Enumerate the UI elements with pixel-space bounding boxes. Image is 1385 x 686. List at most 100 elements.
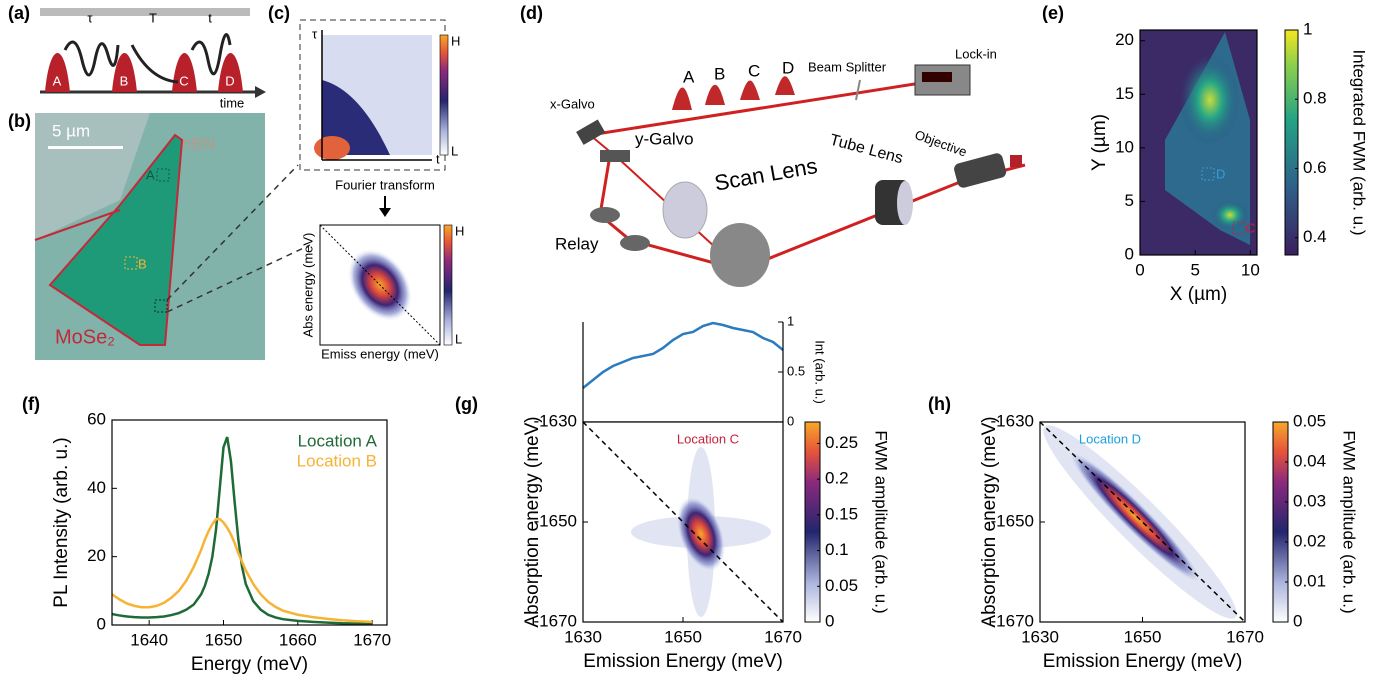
y-axis-label: Int (arb. u.) bbox=[813, 340, 828, 404]
x-tick-label: 1660 bbox=[279, 630, 317, 649]
y-tick-label: 20 bbox=[87, 546, 106, 565]
roi bbox=[1201, 167, 1215, 181]
colorbar-tick-label: 0.03 bbox=[1293, 491, 1326, 510]
label: MoSe₂ bbox=[55, 326, 115, 348]
label: A bbox=[53, 73, 62, 88]
annotation: Location D bbox=[1079, 431, 1141, 446]
colorbar-tick-label: 0.15 bbox=[825, 504, 858, 523]
x-tick-label: 1650 bbox=[664, 627, 702, 646]
y-tick-label: 0.5 bbox=[787, 363, 805, 378]
panel-labels: (a) (b) (c) (d) (e) (f) (g) (h) bbox=[8, 3, 1064, 414]
label: B bbox=[714, 64, 725, 83]
label: Fourier transform bbox=[335, 177, 435, 192]
colorbar-label: FWM amplitude (arb. u.) bbox=[872, 430, 891, 613]
x-tick-label: 1630 bbox=[1021, 627, 1059, 646]
x-axis-label: Emission Energy (meV) bbox=[583, 651, 783, 672]
colorbar-tick-label: 0.01 bbox=[1293, 571, 1326, 590]
label: A bbox=[683, 67, 695, 86]
pulse-schematic: τ T t A B C D time bbox=[40, 8, 266, 110]
colorbar-tick-label: 0 bbox=[825, 611, 834, 630]
micrograph: 5 µm hBN A B MoSe₂ bbox=[34, 113, 311, 360]
label: t bbox=[436, 151, 440, 166]
colorbar-tick-label: 0.8 bbox=[1303, 89, 1327, 108]
label: D bbox=[225, 73, 234, 88]
label: B bbox=[138, 256, 147, 271]
x-tick-label: 1670 bbox=[353, 630, 391, 649]
axes-frame bbox=[111, 419, 388, 626]
y-tick-label: -1650 bbox=[534, 511, 577, 530]
map-hot bbox=[1212, 200, 1248, 230]
label: y-Galvo bbox=[635, 129, 694, 148]
x-tick-label: 1630 bbox=[564, 627, 602, 646]
panel-label: (a) bbox=[8, 3, 30, 23]
y-tick-label: -1650 bbox=[991, 511, 1034, 530]
y-tick-label: 40 bbox=[87, 478, 106, 497]
label: Tube Lens bbox=[828, 132, 905, 168]
annotation: C bbox=[1246, 220, 1255, 235]
axes-frame bbox=[582, 322, 784, 423]
y-tick-label: 0 bbox=[97, 614, 106, 633]
y-axis-label: Absorption energy (meV) bbox=[522, 416, 543, 627]
label: T bbox=[149, 10, 157, 25]
x-tick-label: 1670 bbox=[764, 627, 802, 646]
colorbar-tick-label: 0.2 bbox=[825, 469, 849, 488]
legend-entry: Location B bbox=[297, 451, 377, 470]
label: time bbox=[220, 95, 245, 110]
label: Emiss energy (meV) bbox=[321, 346, 439, 361]
panel-label: (b) bbox=[8, 111, 31, 131]
colorbar-label: FWM amplitude (arb. u.) bbox=[1340, 430, 1359, 613]
y-tick-label: 10 bbox=[1115, 137, 1134, 156]
colorbar-tick-label: 0.1 bbox=[825, 540, 849, 559]
label: D bbox=[782, 58, 794, 77]
x-axis-label: X (µm) bbox=[1170, 284, 1227, 305]
y-axis-label: PL Intensity (arb. u.) bbox=[51, 437, 72, 607]
x-tick-label: 10 bbox=[1241, 260, 1260, 279]
x-axis-label: Energy (meV) bbox=[191, 654, 308, 675]
x-tick-label: 1650 bbox=[205, 630, 243, 649]
setup-schematic: A B C D Beam Splitter Lock-in x-Galvo y-… bbox=[550, 46, 1026, 287]
series-line bbox=[111, 517, 373, 624]
y-tick-label: -1630 bbox=[534, 411, 577, 430]
label: L bbox=[451, 143, 458, 158]
label: Beam Splitter bbox=[808, 59, 887, 74]
label: H bbox=[451, 33, 460, 48]
x-axis-label: Emission Energy (meV) bbox=[1043, 651, 1243, 672]
fourier-schematic: τ t H L Fourier transform H L Abs energy… bbox=[299, 19, 464, 361]
y-tick-label: 0 bbox=[1125, 244, 1134, 263]
diagonal bbox=[1039, 421, 1246, 623]
panel-label: (e) bbox=[1042, 3, 1064, 23]
label: Relay bbox=[555, 234, 599, 253]
annotation: Location C bbox=[677, 431, 739, 446]
label: τ bbox=[87, 10, 93, 25]
y-tick-label: -1670 bbox=[991, 611, 1034, 630]
y-tick-label: 20 bbox=[1115, 30, 1134, 49]
colorbar-tick-label: 0.05 bbox=[1293, 411, 1326, 430]
annotation: D bbox=[1216, 166, 1225, 181]
label: Objective bbox=[913, 127, 969, 160]
label: B bbox=[120, 73, 129, 88]
colorbar-tick-label: 0 bbox=[1293, 611, 1302, 630]
y-tick-label: 15 bbox=[1115, 84, 1134, 103]
panel-label: (c) bbox=[268, 3, 290, 23]
series-line bbox=[582, 321, 784, 389]
legend-entry: Location A bbox=[298, 431, 378, 450]
y-tick-label: 60 bbox=[87, 409, 106, 428]
colorbar-label: Integrated FWM (arb. u.) bbox=[1350, 49, 1369, 235]
label: Scan Lens bbox=[713, 153, 820, 196]
y-tick-label: 0 bbox=[787, 413, 794, 428]
label: t bbox=[208, 10, 212, 25]
panel-label: (f) bbox=[22, 394, 40, 414]
colorbar-tick-label: 0.25 bbox=[825, 433, 858, 452]
diagonal bbox=[582, 421, 784, 623]
colorbar-tick-label: 0.4 bbox=[1303, 227, 1327, 246]
label: x-Galvo bbox=[550, 96, 595, 111]
series-line bbox=[111, 436, 373, 626]
label: hBN bbox=[182, 134, 215, 153]
colorbar-tick-label: 1 bbox=[1303, 19, 1312, 38]
x-tick-label: 1650 bbox=[1124, 627, 1162, 646]
colorbar bbox=[1284, 29, 1299, 256]
map-hot bbox=[1180, 55, 1240, 145]
y-tick-label: 5 bbox=[1125, 191, 1134, 210]
label: C bbox=[748, 61, 760, 80]
